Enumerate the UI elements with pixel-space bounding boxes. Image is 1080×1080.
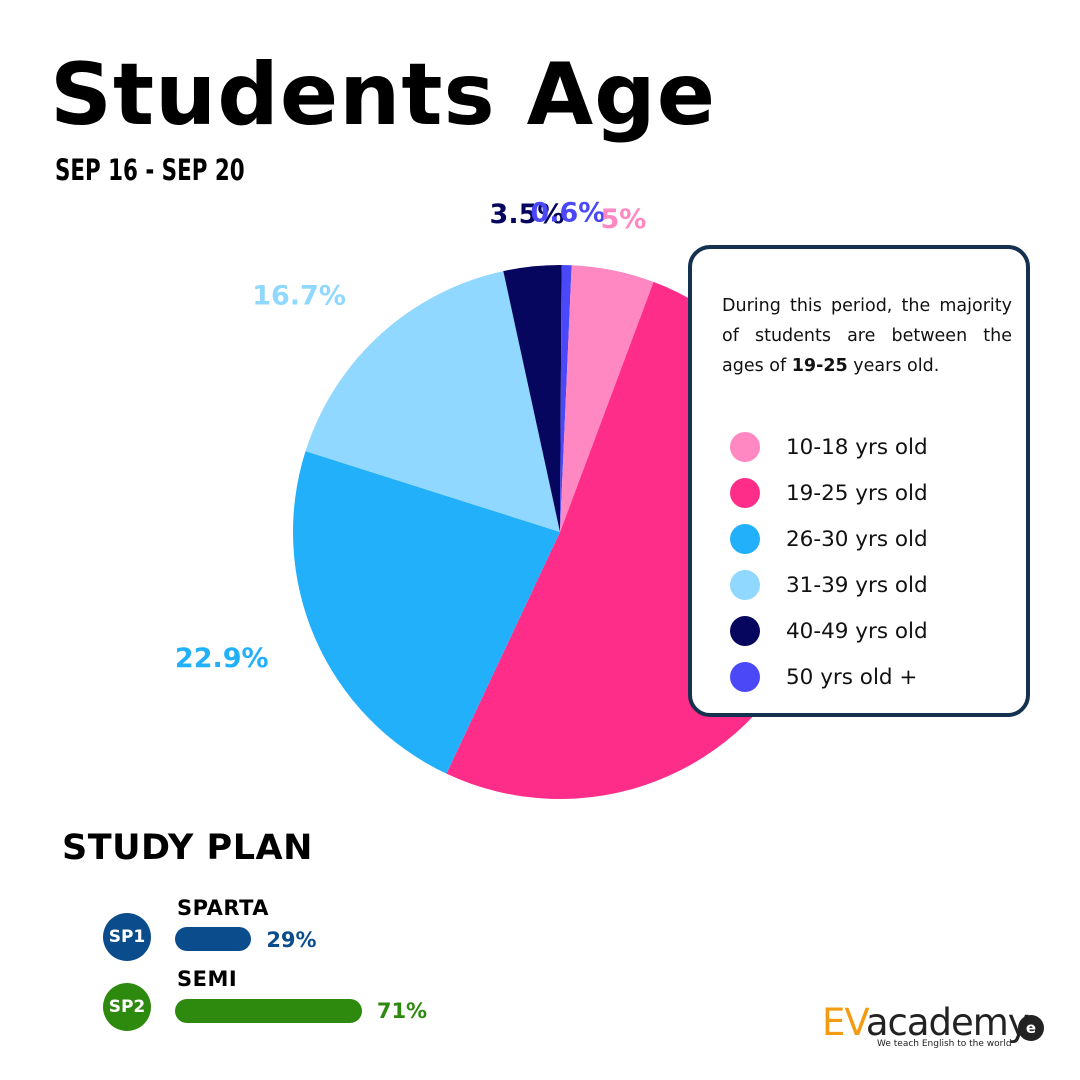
legend-item: 26-30 yrs old	[730, 516, 928, 562]
legend-dot	[730, 616, 760, 646]
legend-dot	[730, 570, 760, 600]
plan-bar	[175, 927, 252, 951]
legend-item: 50 yrs old +	[730, 654, 928, 700]
legend-dot	[730, 478, 760, 508]
pie-slice	[503, 265, 562, 532]
legend-label: 10-18 yrs old	[786, 434, 928, 460]
plan-name: SEMI	[177, 967, 238, 991]
evacademy-logo: EVacademy We teach English to the world …	[822, 1003, 1044, 1053]
logo-academy: academy	[865, 1001, 1030, 1044]
pie-slice	[560, 265, 572, 532]
legend-label: 19-25 yrs old	[786, 480, 928, 506]
legend-label: 50 yrs old +	[786, 664, 918, 690]
pie-slice	[293, 451, 560, 774]
pie-value-label: 22.9%	[175, 643, 269, 674]
study-plan-title: STUDY PLAN	[62, 828, 313, 868]
info-highlight: 19-25	[791, 356, 848, 376]
plan-name: SPARTA	[177, 896, 270, 920]
logo-mark-icon: e	[1018, 1015, 1044, 1041]
legend-label: 40-49 yrs old	[786, 618, 928, 644]
legend-dot	[730, 432, 760, 462]
plan-bar-track	[175, 927, 691, 951]
plan-percent: 71%	[376, 999, 428, 1023]
info-text-after: years old.	[853, 356, 940, 376]
info-text-before: During this period, the majority of stud…	[722, 296, 1012, 376]
plan-bar-track	[175, 999, 691, 1023]
plan-badge: SP1	[103, 913, 151, 961]
plan-badge: SP2	[103, 983, 151, 1031]
plan-percent: 29%	[266, 928, 317, 952]
pie-value-label: 0.6%	[530, 198, 605, 229]
info-text: During this period, the majority of stud…	[722, 291, 1012, 381]
logo-ev: EV	[822, 1001, 867, 1044]
pie-value-label: 3.5%	[490, 199, 565, 230]
pie-value-label: 5%	[600, 204, 646, 235]
pie-slice	[305, 271, 560, 532]
pie-value-label: 16.7%	[252, 280, 346, 311]
info-panel: During this period, the majority of stud…	[688, 245, 1030, 717]
legend-item: 19-25 yrs old	[730, 470, 928, 516]
legend-label: 31-39 yrs old	[786, 572, 928, 598]
logo-tagline: We teach English to the world	[877, 1039, 1012, 1049]
plan-bar	[175, 999, 362, 1023]
legend-label: 26-30 yrs old	[786, 526, 928, 552]
date-range: SEP 16 - SEP 20	[55, 153, 245, 187]
page-title: Students Age	[50, 45, 717, 145]
legend: 10-18 yrs old 19-25 yrs old 26-30 yrs ol…	[730, 424, 928, 700]
legend-item: 31-39 yrs old	[730, 562, 928, 608]
pie-slice	[560, 265, 654, 532]
legend-dot	[730, 524, 760, 554]
legend-item: 10-18 yrs old	[730, 424, 928, 470]
legend-item: 40-49 yrs old	[730, 608, 928, 654]
legend-dot	[730, 662, 760, 692]
logo-wordmark: EVacademy	[822, 1001, 1030, 1044]
